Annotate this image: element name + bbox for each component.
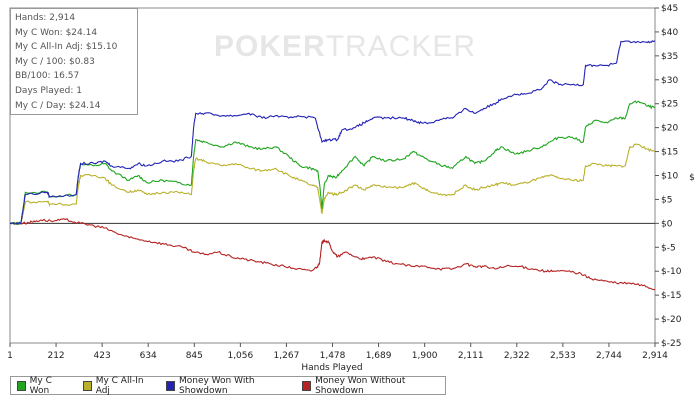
y-tick-label: $-5	[661, 243, 676, 253]
x-tick-label: 1,267	[274, 351, 300, 361]
x-tick-label: 634	[140, 351, 157, 361]
stat-line: My C Won: $24.14	[15, 27, 98, 38]
y-tick-label: $40	[661, 28, 678, 38]
y-tick-label: $-10	[661, 267, 682, 277]
x-tick-label: 1	[7, 351, 13, 361]
x-tick-label: 2,533	[550, 351, 576, 361]
stat-line: My C All-In Adj: $15.10	[15, 42, 118, 53]
series-line	[9, 143, 656, 226]
y-tick-label: $15	[661, 148, 678, 158]
legend-item[interactable]: Money Won Without Showdown	[302, 376, 435, 396]
stat-line: Hands: 2,914	[15, 13, 76, 23]
stat-line: BB/100: 16.57	[15, 71, 80, 82]
legend-label: My C Won	[29, 375, 52, 396]
y-tick-label: $35	[661, 52, 678, 62]
legend-label: My C All-In Adj	[95, 375, 144, 396]
x-tick-label: 845	[186, 351, 203, 361]
x-tick-label: 1,689	[366, 351, 392, 361]
series-line	[9, 218, 656, 291]
y-tick-label: $20	[661, 124, 678, 134]
x-axis: 1 212 423 634 845 1,056 1,267 1,478 1,689 1,900 2,…	[7, 343, 668, 361]
x-tick-label: 2,322	[504, 351, 530, 361]
y-tick-label: $45	[661, 4, 678, 14]
x-tick-label: 212	[47, 351, 64, 361]
stat-line: My C / 100: $0.83	[15, 56, 95, 67]
legend-swatch	[82, 380, 92, 391]
stat-line: My C / Day: $24.14	[15, 100, 101, 111]
stat-line: Days Played: 1	[15, 85, 82, 96]
legend-item[interactable]: My C Won	[17, 376, 67, 396]
y-tick-label: $5	[661, 195, 672, 205]
x-tick-label: 1,900	[412, 351, 438, 361]
y-tick-label: $-15	[661, 291, 681, 301]
x-tick-label: 2,111	[458, 351, 484, 361]
legend-swatch	[302, 380, 312, 391]
watermark-logo: POKERTRACKER	[214, 30, 477, 63]
x-tick-label: 423	[94, 351, 111, 361]
y-tick-label: $10	[661, 172, 678, 182]
y-axis: $45 $40 $35 $30 $25 $20 $15 $10 $5 $0 $-5 $-10 $-15 $…	[655, 4, 682, 349]
series-layer	[9, 40, 656, 291]
series-line	[10, 40, 656, 226]
legend-label: Money Won With Showdown	[178, 375, 255, 396]
x-tick-label: 1,056	[227, 351, 253, 361]
y-tick-label: $25	[661, 100, 678, 110]
legend: My C Won My C All-In Adj Money Won With …	[10, 375, 446, 396]
legend-item[interactable]: Money Won With Showdown	[166, 376, 286, 396]
y-tick-label: $-25	[661, 339, 681, 349]
legend-swatch	[166, 380, 175, 391]
legend-item[interactable]: My C All-In Adj	[82, 375, 150, 396]
x-tick-label: 2,914	[642, 351, 668, 361]
y-tick-label: $30	[661, 76, 678, 86]
legend-swatch	[17, 380, 26, 391]
y-axis-label: $	[689, 173, 695, 183]
y-tick-label: $0	[661, 219, 673, 229]
x-axis-label: Hands Played	[301, 363, 362, 373]
x-tick-label: 1,478	[320, 351, 346, 361]
legend-label: Money Won Without Showdown	[315, 375, 406, 396]
series-line	[9, 100, 656, 226]
x-tick-label: 2,744	[596, 351, 622, 361]
y-tick-label: $-20	[661, 315, 682, 325]
stats-box: Hands: 2,914 My C Won: $24.14 My C All-I…	[10, 8, 138, 115]
